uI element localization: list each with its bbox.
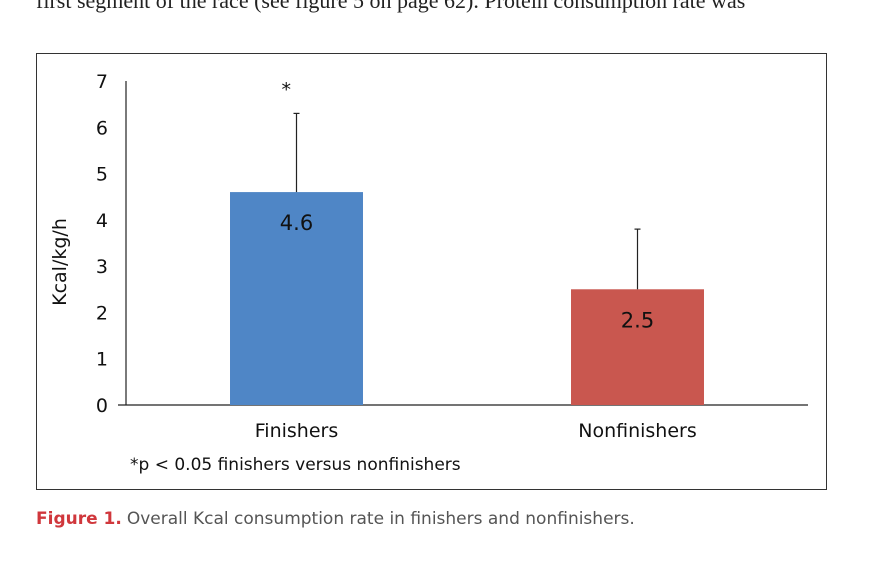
y-tick-label: 2: [96, 302, 108, 324]
y-tick-label: 5: [96, 164, 108, 186]
y-axis-label: Kcal/kg/h: [49, 218, 71, 306]
body-text: first segment of the race (see figure 5 …: [36, 0, 745, 13]
bar: [571, 289, 704, 405]
caption-text: Overall Kcal consumption rate in finishe…: [127, 509, 635, 529]
y-tick-label: 6: [96, 117, 108, 139]
y-tick-label: 7: [96, 71, 108, 93]
caption-label: Figure 1.: [36, 509, 122, 529]
y-tick-label: 4: [96, 210, 108, 232]
value-label: 2.5: [621, 308, 654, 332]
figure-frame: [36, 53, 827, 490]
y-tick-label: 0: [96, 395, 108, 417]
x-tick-label: Nonfinishers: [578, 420, 697, 442]
footnote: *p < 0.05 finishers versus nonfinishers: [130, 455, 461, 475]
x-tick-label: Finishers: [255, 420, 339, 442]
caption: Figure 1. Overall Kcal consumption rate i…: [36, 509, 635, 529]
y-tick-label: 1: [96, 349, 108, 371]
value-label: 4.6: [280, 211, 313, 235]
bar: [230, 192, 363, 405]
significance-mark: *: [282, 79, 292, 101]
y-tick-label: 3: [96, 256, 108, 278]
